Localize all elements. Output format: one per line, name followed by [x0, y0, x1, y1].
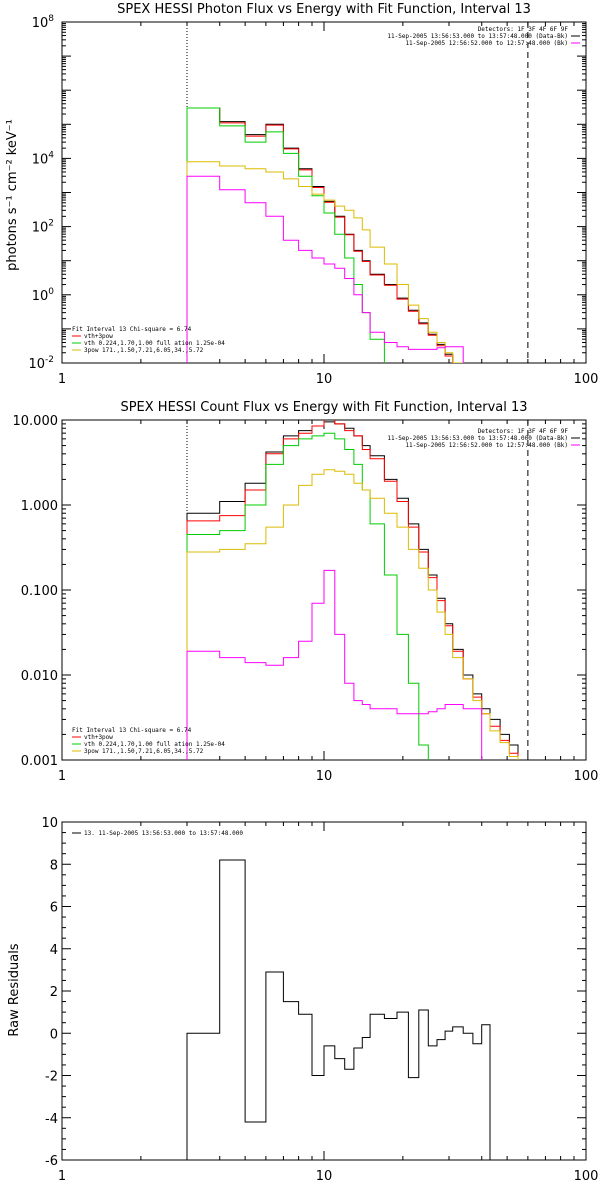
series-line-1 [186, 859, 491, 1160]
info-line: Detectors: 1F 3F 4F 6F 9F [478, 428, 569, 435]
y-tick-label: 8 [50, 858, 58, 873]
legend-entry: Fit Interval 13 Chi-square = 6.74 [72, 727, 192, 734]
y-axis-label: photons s⁻¹ cm⁻² keV⁻¹ [5, 119, 20, 271]
x-tick-label: 10 [316, 769, 333, 784]
series-line-1 [186, 421, 529, 760]
series-line-1 [186, 107, 454, 363]
chart-title: SPEX HESSI Photon Flux vs Energy with Fi… [117, 2, 531, 17]
x-tick-label: 100 [574, 769, 599, 784]
y-tick-label: 0 [50, 1027, 58, 1042]
x-tick-label: 1 [58, 1169, 66, 1184]
y-tick-label: 0.010 [21, 669, 58, 684]
y-tick-label: 104 [32, 150, 55, 167]
y-tick-label: 10.000 [13, 414, 59, 429]
x-tick-label: 100 [574, 372, 599, 387]
y-axis-label: Raw Residuals [7, 943, 22, 1036]
series-group [186, 859, 491, 1160]
x-tick-label: 10 [316, 372, 333, 387]
series-line-2 [186, 420, 519, 760]
info-line: 11-Sep-2005 13:56:53.000 to 13:57:48.000… [387, 435, 568, 442]
plot-frame [61, 821, 587, 1161]
y-tick-label: -2 [45, 1070, 58, 1085]
info-line: 11-Sep-2005 13:56:53.000 to 13:57:48.000… [387, 33, 568, 40]
y-tick-label: 0.100 [21, 584, 58, 599]
series-group [186, 107, 464, 363]
legend-entry: 3pow 171.,1.50,7.21,6.05,34.,5.72 [84, 748, 204, 755]
legend-entry: 13. 11-Sep-2005 13:56:53.000 to 13:57:48… [84, 830, 243, 837]
chart-panel-3: 1 10 100 10 8 6 4 2 0 -2 -4 -6 Raw Residuals 13. 11-S… [7, 816, 598, 1184]
x-tick-label: 1 [58, 769, 66, 784]
legend-entry: 3pow 171.,1.50,7.21,6.05,34.,5.72 [84, 347, 204, 354]
series-line-3 [186, 432, 429, 760]
series-line-2 [186, 107, 454, 363]
series-line-5 [186, 569, 483, 760]
info-line: Detectors: 1F 3F 4F 6F 9F [478, 26, 569, 33]
series-line-4 [186, 469, 519, 760]
chart-panel-1: SPEX HESSI Photon Flux vs Energy with Fi… [5, 2, 598, 387]
chart-panel-2: SPEX HESSI Count Flux vs Energy with Fit… [13, 400, 599, 784]
x-tick-label: 1 [58, 372, 66, 387]
y-tick-label: 102 [32, 219, 54, 236]
x-tick-label: 10 [316, 1169, 333, 1184]
y-tick-label: 108 [32, 14, 55, 31]
info-line: 11-Sep-2005 12:56:52.000 to 12:57:48.000… [405, 40, 568, 47]
y-tick-label: 100 [32, 287, 55, 304]
legend-entry: vth 0.224,1.70,1.00 full ation 1.25e-04 [84, 741, 225, 748]
y-tick-label: 10-2 [28, 355, 54, 372]
y-tick-label: -6 [45, 1154, 58, 1169]
y-tick-label: 0.001 [21, 754, 58, 769]
series-line-5 [186, 175, 464, 363]
series-line-4 [186, 161, 464, 363]
y-tick-label: 1.000 [21, 499, 58, 514]
legend-entry: vth 0.224,1.70,1.00 full ation 1.25e-04 [84, 340, 225, 347]
y-tick-label: 2 [50, 985, 58, 1000]
legend-entry: vth+3pow [84, 734, 113, 741]
y-tick-label: 6 [50, 901, 58, 916]
y-tick-label: 4 [50, 943, 58, 958]
info-line: 11-Sep-2005 12:56:52.000 to 12:57:48.000… [405, 442, 568, 449]
y-tick-label: 10 [41, 816, 58, 831]
chart-title: SPEX HESSI Count Flux vs Energy with Fit… [120, 400, 527, 415]
series-group [186, 420, 529, 760]
legend-entry: Fit Interval 13 Chi-square = 6.74 [72, 326, 192, 333]
legend-entry: vth+3pow [84, 333, 113, 340]
y-tick-label: -4 [45, 1112, 58, 1127]
x-tick-label: 100 [574, 1169, 599, 1184]
